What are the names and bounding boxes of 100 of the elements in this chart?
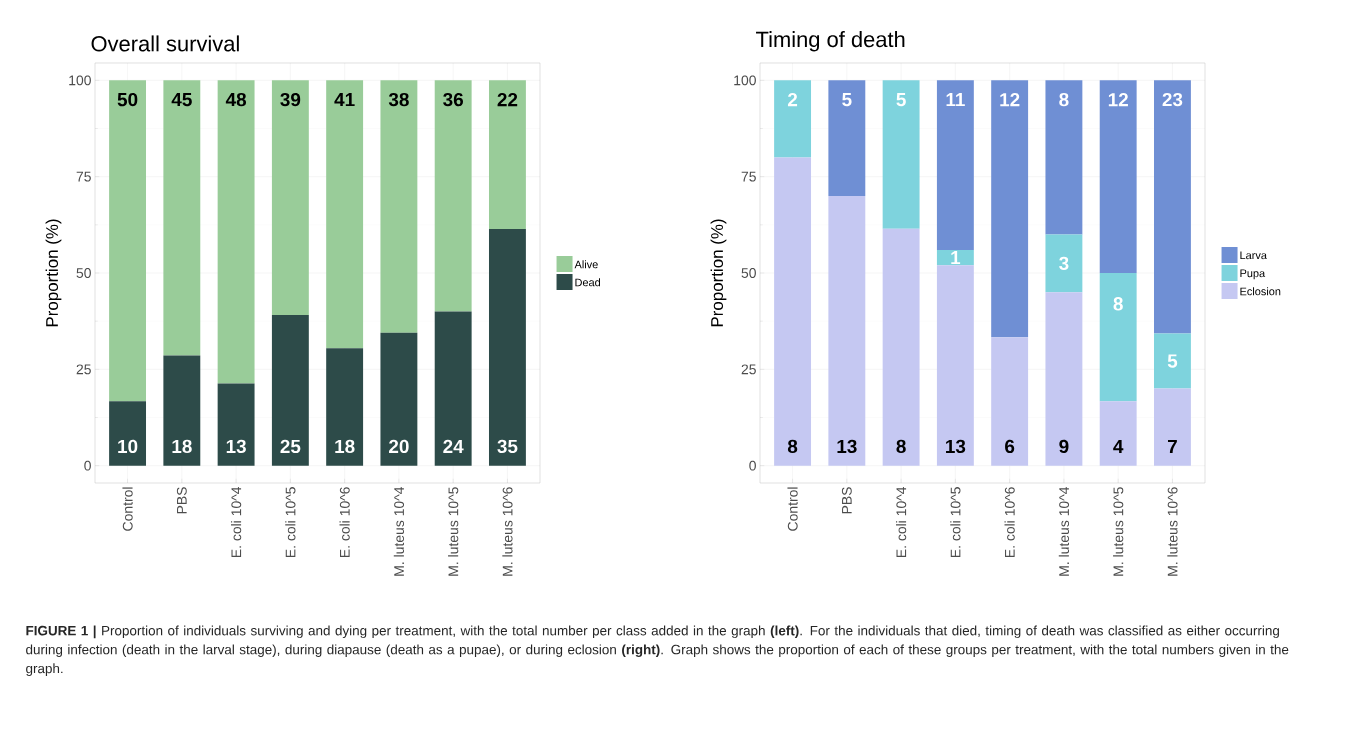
- bar: [1045, 234, 1083, 293]
- bar: [991, 80, 1029, 338]
- bar: [1045, 292, 1083, 466]
- y-tick-label: 0: [84, 460, 91, 471]
- annotation: 23: [1162, 92, 1183, 107]
- annotation: 20: [389, 439, 409, 454]
- bar: [271, 80, 309, 315]
- bar: [828, 80, 866, 196]
- bar: [828, 195, 866, 466]
- annotation: 39: [280, 92, 301, 107]
- bar: [434, 311, 472, 466]
- annotation: 35: [497, 439, 518, 454]
- annotation: 45: [171, 93, 192, 107]
- annotation: 13: [946, 439, 966, 454]
- x-tick-label: M. luteus 10^6: [502, 487, 513, 576]
- annotation: 3: [1059, 256, 1069, 271]
- x-tick-label: M. luteus 10^4: [1058, 486, 1070, 576]
- bar: [1154, 388, 1191, 466]
- x-tick-label: M. luteus 10^5: [448, 487, 459, 576]
- annotation: 48: [225, 92, 247, 107]
- annotation: 18: [335, 439, 355, 454]
- annotation: 24: [443, 439, 464, 453]
- y-tick-label: 25: [76, 364, 91, 375]
- bar: [1099, 80, 1137, 273]
- bar: [488, 80, 526, 230]
- x-tick-label: M. luteus 10^5: [1113, 487, 1124, 576]
- x-tick-label: PBS: [841, 487, 852, 514]
- x-tick-label: M. luteus 10^4: [393, 486, 405, 576]
- annotation: 8: [1059, 92, 1069, 107]
- annotation: 36: [443, 92, 464, 107]
- bar: [326, 80, 364, 349]
- y-tick-label: 25: [741, 364, 756, 375]
- x-tick-label: M. luteus 10^6: [1167, 487, 1178, 576]
- legend-label: Larva: [1240, 251, 1267, 260]
- bar: [109, 401, 147, 466]
- annotation: 41: [334, 93, 355, 107]
- bar: [326, 348, 364, 466]
- legend-label: Eclosion: [1240, 287, 1281, 296]
- bar: [163, 80, 201, 356]
- x-tick-label: E. coli 10^4: [895, 486, 907, 558]
- chart-title: Timing of death: [756, 31, 905, 52]
- bar: [1099, 401, 1137, 466]
- x-tick-label: E. coli 10^6: [1004, 487, 1015, 558]
- chart-title: Overall survival: [91, 35, 239, 52]
- annotation: 1: [951, 251, 961, 265]
- bar: [774, 157, 812, 466]
- bar: [217, 80, 255, 384]
- annotation: 38: [388, 92, 409, 107]
- annotation: 11: [946, 93, 965, 107]
- bar: [434, 80, 472, 312]
- annotation: 10: [118, 439, 138, 454]
- bar: [163, 355, 201, 466]
- bar: [380, 80, 418, 333]
- bar: [1154, 333, 1191, 389]
- y-tick-label: 50: [76, 268, 91, 278]
- bar: [271, 315, 309, 466]
- bar: [774, 80, 812, 158]
- annotation: 4: [1113, 439, 1124, 453]
- bar: [882, 80, 920, 229]
- x-tick-label: E. coli 10^5: [285, 487, 296, 558]
- x-tick-label: E. coli 10^4: [230, 486, 242, 558]
- annotation: 5: [842, 93, 852, 107]
- bar: [882, 228, 920, 466]
- bar: [991, 337, 1029, 466]
- annotation: 12: [1108, 92, 1128, 107]
- text: FIGURE 1 | Proportion of individuals surviving and dying per treatment, with the total number per class added in the graph (left). For the individuals that died, timing of death was classified as either occurring during infection (death in the larval stage), during diapause (death as a pupae), or during eclosion (right). Graph shows the proportion of each of these groups per treatment, with the total numbers given in the graph.: [26, 625, 1289, 676]
- legend-label: Pupa: [1240, 269, 1266, 280]
- x-tick-label: PBS: [176, 487, 187, 514]
- y-axis-title: Proportion (%): [45, 219, 62, 327]
- bar: [936, 265, 974, 466]
- bar: [1154, 80, 1191, 334]
- y-tick-label: 75: [76, 171, 91, 182]
- x-tick-label: E. coli 10^6: [339, 487, 350, 558]
- annotation: 18: [172, 439, 192, 454]
- y-tick-label: 0: [749, 460, 756, 471]
- annotation: 5: [1167, 354, 1178, 368]
- bar: [1099, 273, 1137, 402]
- bar: [109, 80, 147, 402]
- x-tick-label: Control: [787, 487, 798, 531]
- y-tick-label: 100: [734, 75, 756, 86]
- x-tick-label: Control: [122, 487, 133, 531]
- y-tick-label: 75: [741, 171, 756, 182]
- annotation: 7: [1168, 439, 1177, 453]
- legend-label: Alive: [574, 260, 598, 269]
- annotation: 22: [497, 92, 518, 107]
- bar: [380, 332, 418, 466]
- bar: [217, 383, 255, 466]
- annotation: 25: [280, 439, 301, 454]
- bar: [1045, 80, 1083, 235]
- annotation: 8: [896, 439, 906, 454]
- legend-label: Dead: [575, 278, 601, 287]
- annotation: 5: [896, 93, 906, 107]
- y-axis-title: Proportion (%): [710, 219, 727, 327]
- annotation: 50: [117, 92, 138, 107]
- y-tick-label: 50: [741, 268, 756, 278]
- annotation: 9: [1059, 439, 1069, 454]
- x-tick-label: E. coli 10^5: [950, 487, 961, 558]
- annotation: 6: [1005, 439, 1015, 454]
- y-tick-label: 100: [69, 75, 91, 86]
- bar: [488, 229, 526, 466]
